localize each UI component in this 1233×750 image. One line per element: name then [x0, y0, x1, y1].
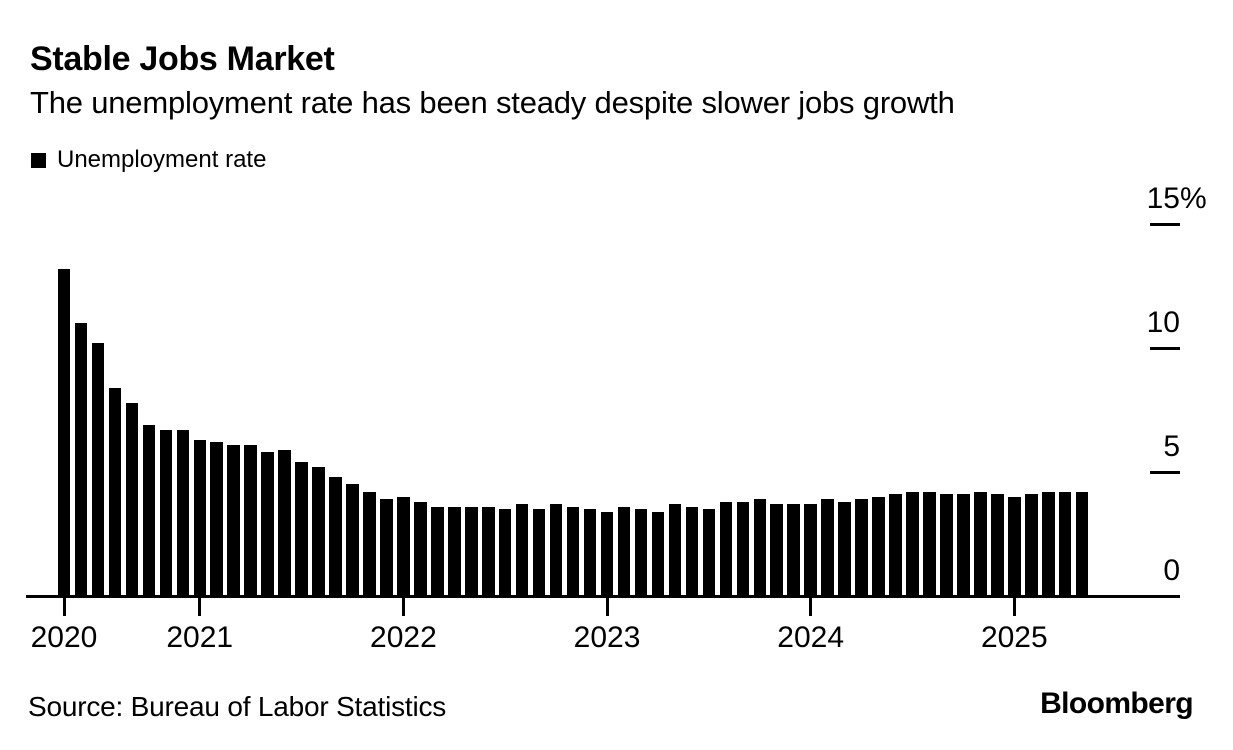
- bar: [244, 444, 257, 597]
- y-tick-label: 15%: [1146, 182, 1207, 215]
- bar: [1025, 494, 1038, 597]
- bar: [108, 387, 122, 597]
- bar: [600, 511, 614, 597]
- chart-title: Stable Jobs Market: [30, 40, 335, 78]
- bar: [974, 491, 987, 597]
- bar: [159, 429, 173, 597]
- bar: [804, 504, 817, 597]
- bar: [923, 491, 936, 597]
- bar: [482, 506, 495, 597]
- legend-swatch-icon: [31, 152, 46, 168]
- bar: [380, 499, 393, 597]
- y-tick-dash: [1150, 470, 1180, 474]
- bar: [125, 402, 139, 597]
- bar: [583, 509, 597, 597]
- bloomberg-logo: Bloomberg: [1040, 687, 1194, 720]
- bar: [736, 501, 750, 597]
- bar: [957, 494, 970, 597]
- bar: [617, 506, 631, 597]
- bar: [312, 467, 325, 597]
- x-tick-label: 2021: [166, 621, 234, 654]
- x-tick-dash: [809, 598, 813, 616]
- bar: [498, 509, 512, 597]
- bar: [872, 496, 885, 597]
- bar: [295, 462, 308, 597]
- x-axis-baseline: [26, 595, 1180, 598]
- bar: [448, 506, 461, 597]
- bar: [787, 504, 800, 597]
- bar: [414, 501, 427, 597]
- bar: [1058, 491, 1072, 597]
- bar: [668, 504, 682, 597]
- bar: [770, 504, 783, 597]
- bar: [753, 499, 767, 597]
- bar: [651, 511, 665, 597]
- x-tick-label: 2025: [980, 621, 1048, 654]
- y-tick-label: 5: [1163, 430, 1180, 463]
- x-tick-dash: [401, 598, 405, 616]
- x-tick-label: 2023: [573, 621, 641, 654]
- legend-label: Unemployment rate: [57, 146, 267, 173]
- bar: [346, 484, 359, 597]
- legend: Unemployment rate: [31, 146, 266, 174]
- x-tick-label: 2024: [777, 621, 845, 654]
- bar: [515, 504, 529, 597]
- bar: [363, 491, 376, 597]
- bar: [940, 494, 953, 597]
- bar: [57, 268, 71, 597]
- bar: [176, 429, 190, 597]
- x-tick-dash: [1012, 598, 1016, 616]
- y-tick-dash: [1150, 222, 1180, 226]
- x-tick-dash: [605, 598, 609, 616]
- y-tick-label: 10: [1146, 306, 1180, 339]
- bar: [566, 506, 580, 597]
- bar: [532, 509, 546, 597]
- bar: [906, 491, 919, 597]
- x-tick-label: 2020: [30, 621, 98, 654]
- bar: [465, 506, 478, 597]
- bar: [991, 494, 1004, 597]
- bar: [821, 499, 834, 597]
- bar: [889, 494, 902, 597]
- bar: [431, 506, 444, 597]
- bar: [329, 476, 342, 597]
- bar: [278, 449, 291, 597]
- bar: [397, 496, 410, 597]
- bar: [193, 439, 206, 597]
- y-tick-dash: [1150, 346, 1180, 350]
- bar: [74, 323, 88, 597]
- bar: [210, 442, 223, 597]
- bar: [634, 509, 648, 597]
- bar: [838, 501, 851, 597]
- bar: [702, 509, 716, 597]
- bar: [549, 504, 563, 597]
- chart-subtitle: The unemployment rate has been steady de…: [30, 85, 955, 120]
- bar: [855, 499, 868, 597]
- bar: [1042, 491, 1055, 597]
- bar: [261, 452, 274, 597]
- source-text: Source: Bureau of Labor Statistics: [28, 691, 447, 722]
- x-tick-dash: [198, 598, 202, 616]
- bar: [1008, 496, 1021, 597]
- bar: [227, 444, 240, 597]
- bar: [685, 506, 699, 597]
- x-tick-label: 2022: [370, 621, 437, 654]
- bar: [142, 424, 156, 597]
- y-tick-label: 0: [1163, 554, 1180, 587]
- bar: [719, 501, 733, 597]
- bar: [91, 343, 105, 597]
- bar: [1075, 491, 1089, 597]
- x-tick-dash: [62, 598, 66, 616]
